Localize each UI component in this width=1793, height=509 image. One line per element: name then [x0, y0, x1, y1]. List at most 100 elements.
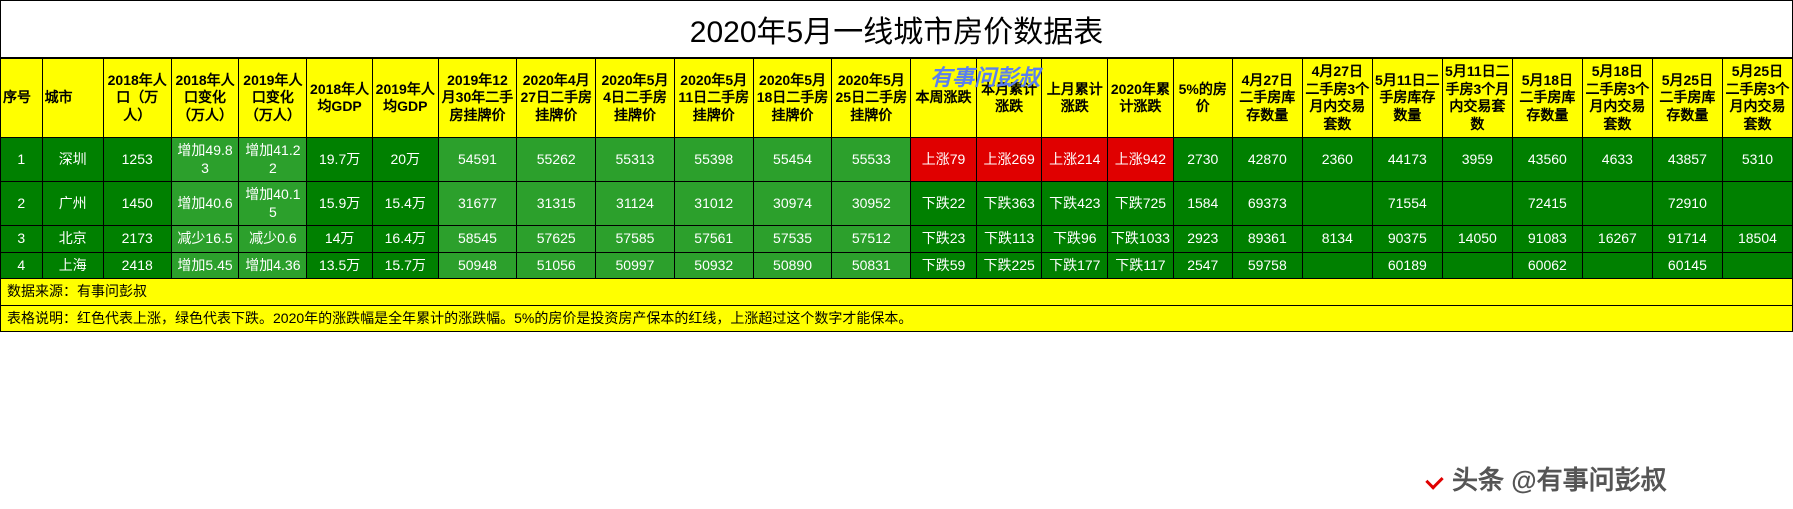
col-p0518: 2020年5月18日二手房挂牌价 [753, 59, 832, 138]
cell-d0427 [1302, 182, 1372, 226]
cell-pop18: 2173 [103, 226, 171, 253]
cell-d0511: 14050 [1442, 226, 1512, 253]
cell-pop18: 1450 [103, 182, 171, 226]
cell-p0427: 57625 [517, 226, 596, 253]
cell-city: 北京 [42, 226, 103, 253]
cell-p0525: 55533 [832, 138, 911, 182]
table-row: 4上海2418增加5.45增加4.3613.5万15.7万50948510565… [1, 252, 1793, 279]
cell-p1230: 31677 [438, 182, 517, 226]
col-s0511: 5月11日二手房库存数量 [1372, 59, 1442, 138]
col-ytd: 2020年累计涨跌 [1108, 59, 1174, 138]
cell-d0518: 4633 [1582, 138, 1652, 182]
col-city: 城市 [42, 59, 103, 138]
cell-city: 深圳 [42, 138, 103, 182]
cell-s0525: 60145 [1652, 252, 1722, 279]
cell-s0525: 72910 [1652, 182, 1722, 226]
col-chg19: 2019年人口变化（万人） [239, 59, 307, 138]
cell-d0518 [1582, 252, 1652, 279]
cell-chg18: 减少16.5 [171, 226, 239, 253]
col-gdp18: 2018年人均GDP [307, 59, 373, 138]
table-row: 1深圳1253增加49.83增加41.2219.7万20万54591552625… [1, 138, 1793, 182]
cell-p0518: 30974 [753, 182, 832, 226]
cell-p1230: 54591 [438, 138, 517, 182]
col-d0518: 5月18日二手房3个月内交易套数 [1582, 59, 1652, 138]
cell-d0525 [1722, 182, 1792, 226]
cell-mon: 上涨269 [976, 138, 1042, 182]
page-title: 2020年5月一线城市房价数据表 [0, 0, 1793, 58]
col-wk: 本周涨跌 [911, 59, 977, 138]
cell-p0511: 31012 [674, 182, 753, 226]
cell-p0504: 50997 [596, 252, 675, 279]
col-chg18: 2018年人口变化（万人） [171, 59, 239, 138]
cell-s0518: 72415 [1512, 182, 1582, 226]
cell-chg18: 增加40.6 [171, 182, 239, 226]
cell-p0511: 57561 [674, 226, 753, 253]
cell-mon: 下跌225 [976, 252, 1042, 279]
cell-p0504: 57585 [596, 226, 675, 253]
cell-chg19: 增加41.22 [239, 138, 307, 182]
cell-city: 广州 [42, 182, 103, 226]
cell-p1230: 58545 [438, 226, 517, 253]
cell-p0518: 50890 [753, 252, 832, 279]
cell-s0511: 71554 [1372, 182, 1442, 226]
cell-p0504: 55313 [596, 138, 675, 182]
cell-ytd: 下跌117 [1108, 252, 1174, 279]
cell-p0511: 50932 [674, 252, 753, 279]
table-footer: 数据来源：有事问彭叔表格说明：红色代表上涨，绿色代表下跌。2020年的涨跌幅是全… [1, 279, 1793, 332]
footer-row: 数据来源：有事问彭叔 [1, 279, 1793, 306]
table-body: 1深圳1253增加49.83增加41.2219.7万20万54591552625… [1, 138, 1793, 279]
table-row: 3北京2173减少16.5减少0.614万16.4万58545576255758… [1, 226, 1793, 253]
toutiao-icon [1420, 469, 1446, 495]
cell-mon: 下跌363 [976, 182, 1042, 226]
cell-p0525: 57512 [832, 226, 911, 253]
cell-s0518: 43560 [1512, 138, 1582, 182]
cell-pmon: 下跌423 [1042, 182, 1108, 226]
cell-ytd: 上涨942 [1108, 138, 1174, 182]
col-idx: 序号 [1, 59, 43, 138]
cell-s0427: 69373 [1232, 182, 1302, 226]
cell-p0525: 50831 [832, 252, 911, 279]
cell-ytd: 下跌1033 [1108, 226, 1174, 253]
cell-d0525: 5310 [1722, 138, 1792, 182]
cell-p0504: 31124 [596, 182, 675, 226]
cell-p0427: 51056 [517, 252, 596, 279]
cell-idx: 1 [1, 138, 43, 182]
col-mon: 本月累计涨跌 [976, 59, 1042, 138]
cell-d0525 [1722, 252, 1792, 279]
price-table: 序号城市2018年人口（万人）2018年人口变化（万人）2019年人口变化（万人… [0, 58, 1793, 332]
page-root: 2020年5月一线城市房价数据表 序号城市2018年人口（万人）2018年人口变… [0, 0, 1793, 332]
cell-s0511: 60189 [1372, 252, 1442, 279]
cell-p0427: 55262 [517, 138, 596, 182]
watermark-bottom: 头条 @有事问彭叔 [1420, 460, 1667, 497]
col-p0511: 2020年5月11日二手房挂牌价 [674, 59, 753, 138]
header-row: 序号城市2018年人口（万人）2018年人口变化（万人）2019年人口变化（万人… [1, 59, 1793, 138]
cell-s0518: 60062 [1512, 252, 1582, 279]
col-pct5: 5%的房价 [1173, 59, 1232, 138]
cell-p0511: 55398 [674, 138, 753, 182]
cell-s0511: 90375 [1372, 226, 1442, 253]
cell-d0427 [1302, 252, 1372, 279]
col-pop18: 2018年人口（万人） [103, 59, 171, 138]
cell-wk: 下跌22 [911, 182, 977, 226]
col-p0504: 2020年5月4日二手房挂牌价 [596, 59, 675, 138]
col-p1230: 2019年12月30年二手房挂牌价 [438, 59, 517, 138]
cell-chg19: 减少0.6 [239, 226, 307, 253]
cell-s0525: 91714 [1652, 226, 1722, 253]
cell-pct5: 2547 [1173, 252, 1232, 279]
col-d0427: 4月27日二手房3个月内交易套数 [1302, 59, 1372, 138]
cell-s0427: 89361 [1232, 226, 1302, 253]
cell-p1230: 50948 [438, 252, 517, 279]
cell-pct5: 2730 [1173, 138, 1232, 182]
col-gdp19: 2019年人均GDP [372, 59, 438, 138]
col-d0525: 5月25日二手房3个月内交易套数 [1722, 59, 1792, 138]
cell-p0427: 31315 [517, 182, 596, 226]
cell-pop18: 2418 [103, 252, 171, 279]
cell-wk: 上涨79 [911, 138, 977, 182]
cell-pct5: 1584 [1173, 182, 1232, 226]
cell-wk: 下跌23 [911, 226, 977, 253]
cell-wk: 下跌59 [911, 252, 977, 279]
cell-gdp19: 15.4万 [372, 182, 438, 226]
cell-idx: 3 [1, 226, 43, 253]
cell-gdp18: 15.9万 [307, 182, 373, 226]
watermark-bottom-text: 头条 @有事问彭叔 [1452, 465, 1667, 495]
